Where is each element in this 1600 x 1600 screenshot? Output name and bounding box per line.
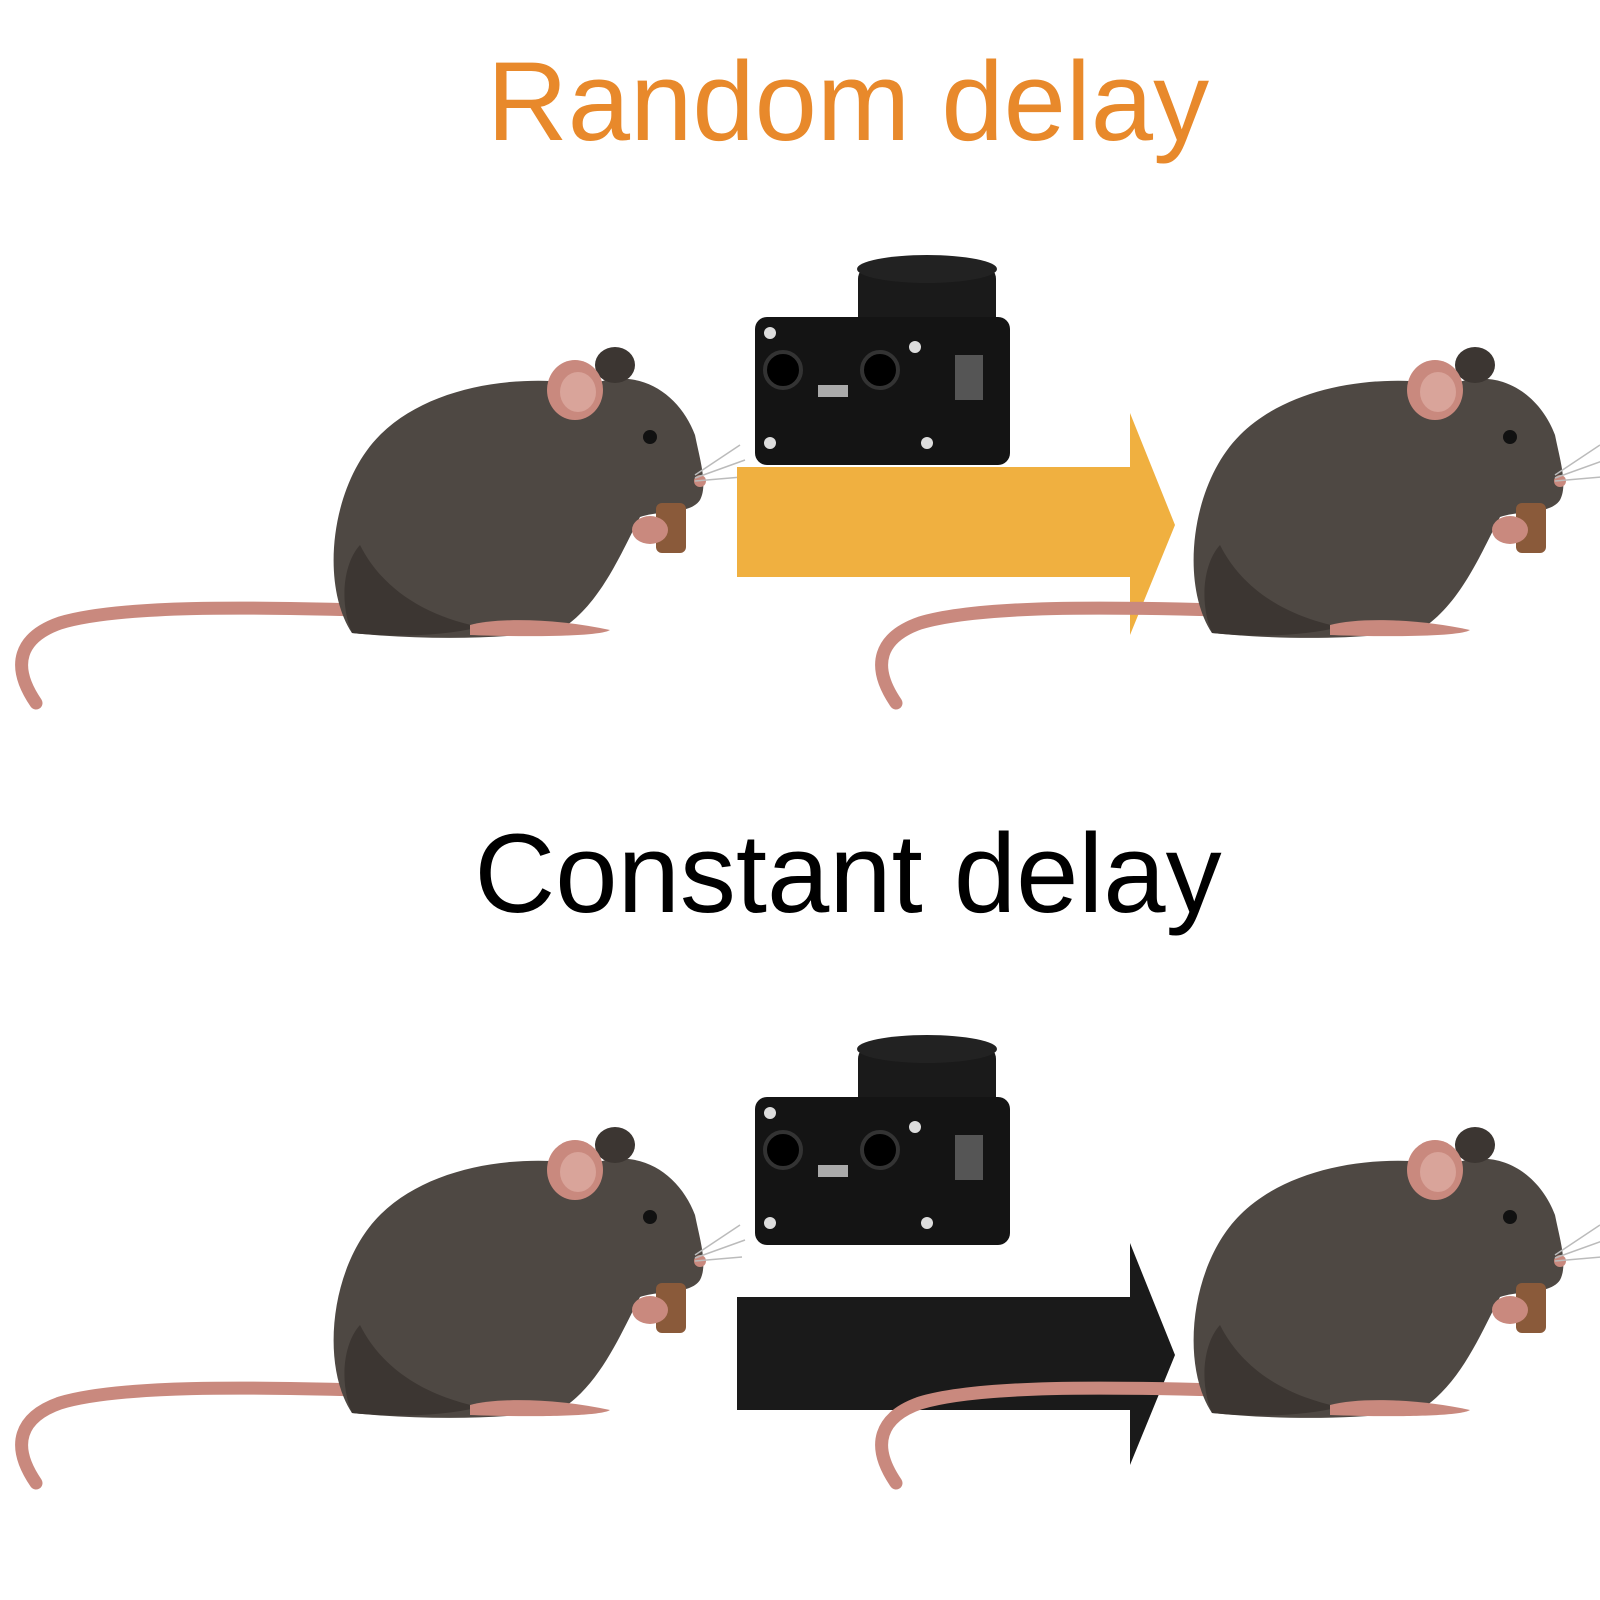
random-delay-scene	[0, 245, 1600, 805]
camera-device-icon	[753, 1033, 1012, 1247]
camera-device-icon	[753, 253, 1012, 467]
arrow-icon	[737, 1243, 1175, 1465]
constant-delay-title: Constant delay	[474, 811, 1222, 936]
constant-delay-scene	[0, 1025, 1600, 1585]
mouse-icon	[22, 1127, 745, 1483]
mouse-icon	[22, 347, 745, 703]
arrow-icon	[737, 413, 1175, 635]
random-delay-title: Random delay	[486, 39, 1210, 164]
